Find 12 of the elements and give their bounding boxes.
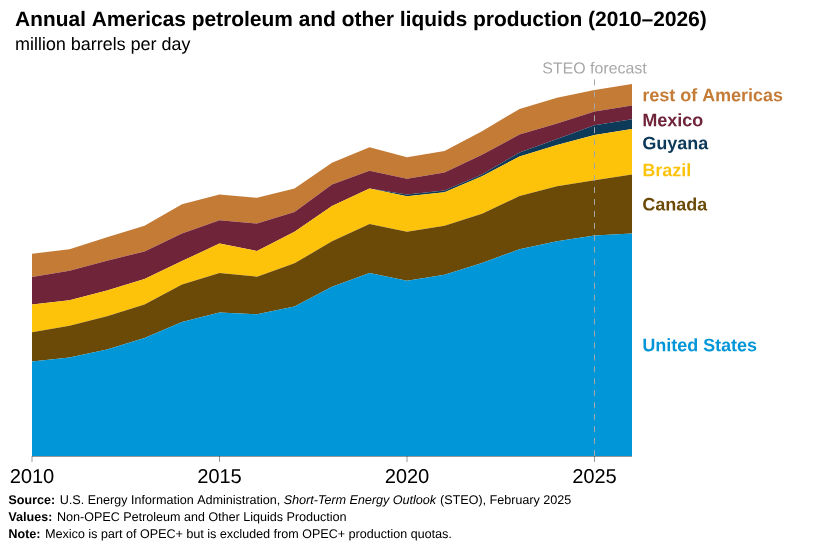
series-label: Mexico [643,113,703,127]
series-label: United States [643,338,757,352]
series-label: Brazil [643,163,690,177]
series-label: Guyana [643,136,709,153]
chart-subtitle: million barrels per day [16,37,191,54]
x-tick-label: 2015 [198,469,241,484]
series-label: Canada [643,197,708,211]
x-tick-label: 2010 [10,469,54,484]
chart-title: Annual Americas petroleum and other liquids production (2010–2026) [15,10,706,31]
series-label: rest of Americas [643,88,783,102]
x-tick-label: 2025 [573,469,616,484]
x-tick-label: 2020 [385,469,429,484]
